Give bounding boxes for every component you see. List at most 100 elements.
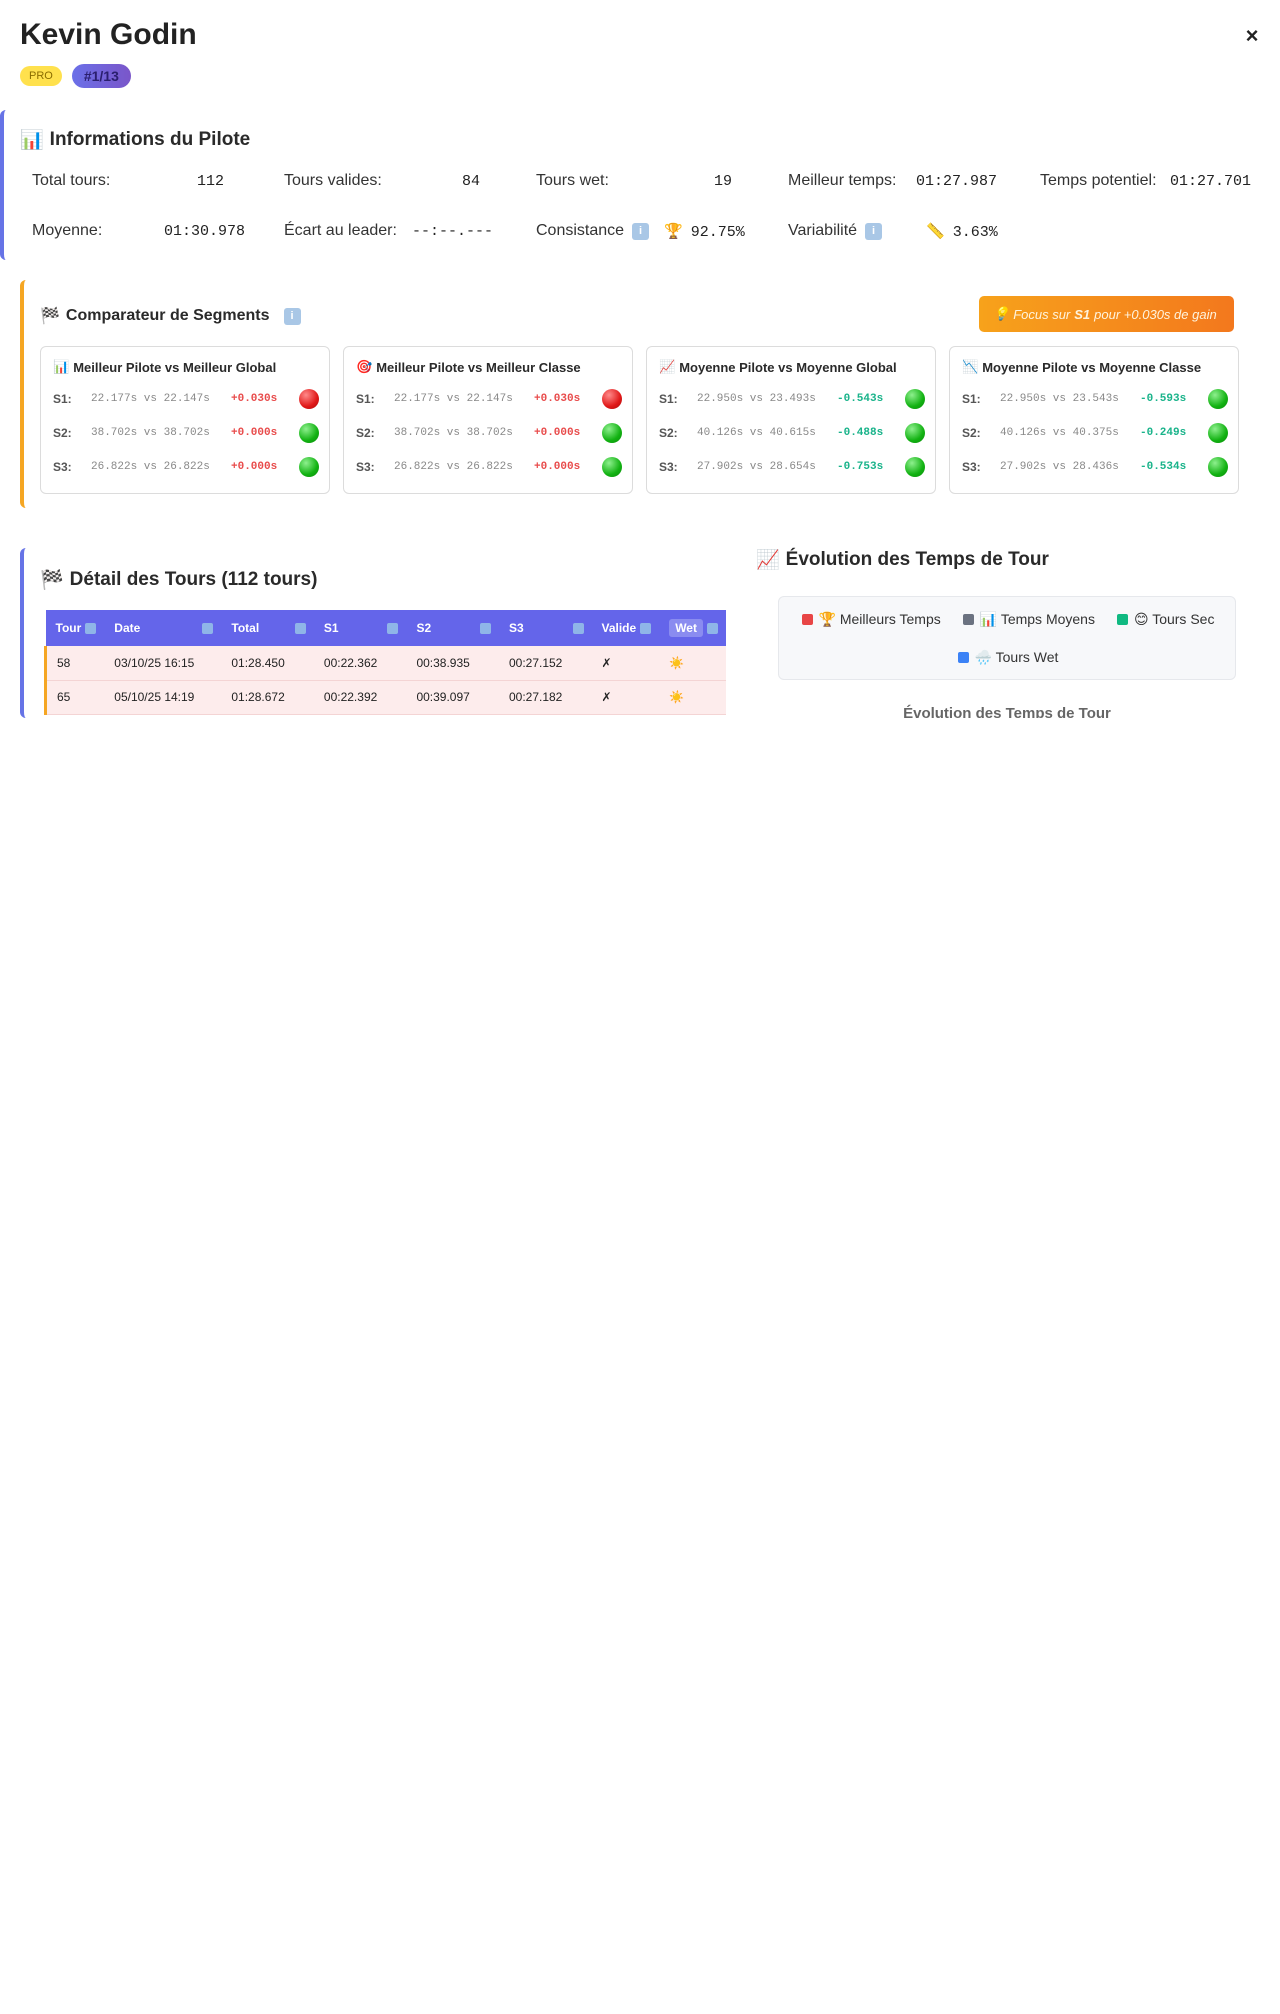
sort-icon[interactable] [479,622,491,634]
sort-icon[interactable] [707,622,718,634]
segment-comparison: 38.702s vs 38.702s [394,427,513,439]
segment-row: S2: 40.126s vs 40.375s -0.249s [962,421,1232,445]
sort-icon[interactable] [202,622,214,634]
focus-hint: 💡 Focus sur S1 pour +0.030s de gain [979,296,1234,332]
red-circle-icon [299,389,319,409]
green-circle-icon [602,457,622,477]
info-value: --:--.--- [412,222,494,240]
checkered-flag-icon: 🏁 [40,570,64,591]
segment-card-title: 🎯 Meilleur Pilote vs Meilleur Classe [356,359,581,375]
segment-comparison: 27.902s vs 28.436s [1000,461,1119,473]
segment-row: S1: 22.177s vs 22.147s +0.030s [53,387,323,411]
column-header-0[interactable]: Tour [45,610,105,646]
segment-diff: -0.593s [1140,393,1187,405]
info-icon[interactable]: i [283,307,301,325]
card-icon: 🎯 [356,359,373,374]
table-row[interactable]: 65 05/10/25 14:19 01:28.672 00:22.392 00:39.… [44,680,726,715]
column-header-4[interactable]: S2 [406,610,499,646]
close-button[interactable]: × [1245,23,1259,48]
green-circle-icon [1208,389,1228,409]
info-label: Temps potentiel: [1040,172,1157,189]
green-circle-icon [905,423,925,443]
segment-row: S1: 22.950s vs 23.493s -0.543s [659,387,929,411]
segment-card: 📈 Moyenne Pilote vs Moyenne Global S1: 22.9… [646,346,936,494]
info-value: 112 [197,172,225,190]
segment-comparison: 26.822s vs 26.822s [91,461,210,473]
segment-label: S2: [962,426,981,440]
segment-diff: +0.000s [231,461,278,473]
column-header-1[interactable]: Date [104,610,222,646]
legend-item[interactable]: 📊 Temps Moyens [962,611,1095,628]
checkered-flag-icon: 🏁 [40,308,60,325]
table-row[interactable]: 58 03/10/25 16:15 01:28.450 00:22.362 00:38.… [44,646,726,681]
segment-label: S2: [659,426,678,440]
legend-row: 🏆 Meilleurs Temps 📊 Temps Moyens 😊 Tours S… [779,611,1237,628]
column-header-7[interactable]: Wet [659,610,726,646]
sort-icon[interactable] [387,622,399,634]
segment-row: S2: 38.702s vs 38.702s +0.000s [356,421,626,445]
green-circle-icon [299,457,319,477]
segment-diff: -0.753s [837,461,884,473]
legend-item[interactable]: 😊 Tours Sec [1116,611,1214,628]
info-icon[interactable]: i [632,222,650,240]
legend-row: 🌧️ Tours Wet [779,649,1237,666]
column-header-3[interactable]: S1 [313,610,407,646]
info-label: Écart au leader: [284,222,397,239]
sort-icon[interactable] [572,622,584,634]
legend-swatch [957,652,969,663]
green-circle-icon [905,457,925,477]
table-cell: 03/10/25 16:15 [104,646,222,681]
green-circle-icon [602,423,622,443]
table-cell: 65 [44,680,105,715]
segment-comparison: 27.902s vs 28.654s [697,461,816,473]
info-item: Variabilité i 📏 3.63% [788,222,1028,241]
info-label: Tours wet: [536,172,609,189]
legend-item[interactable]: 🌧️ Tours Wet [957,649,1058,666]
segment-card-title: 📊 Meilleur Pilote vs Meilleur Global [53,359,277,375]
rank-badge: #1/13 [71,64,131,88]
sort-icon[interactable] [294,622,306,634]
segment-card: 📉 Moyenne Pilote vs Moyenne Classe S1: 22.9… [949,346,1239,494]
info-icon[interactable]: i [865,222,883,240]
info-value: 🏆 92.75% [664,223,745,241]
segment-comparison: 22.950s vs 23.493s [697,393,816,405]
lap-detail-title: 🏁 Détail des Tours (112 tours) [40,569,318,591]
column-header-5[interactable]: S3 [498,610,592,646]
column-header-6[interactable]: Valide [591,610,660,646]
card-icon: 📉 [962,359,979,374]
lightbulb-icon: 💡 [993,306,1010,321]
segment-comparator-section: 🏁 Comparateur de Segments i 💡 Focus sur … [20,280,1248,508]
segment-diff: -0.488s [837,427,884,439]
segment-diff: -0.534s [1140,461,1187,473]
column-header-2[interactable]: Total [221,610,314,646]
green-circle-icon [1208,457,1228,477]
info-value: 19 [714,172,733,190]
sun-icon: ☀️ [659,680,726,715]
segment-comparator-title: 🏁 Comparateur de Segments i [40,306,301,326]
legend-swatch [1116,614,1128,625]
info-item: Temps potentiel: 01:27.701 [1040,172,1280,190]
segment-label: S1: [53,392,72,406]
green-circle-icon [299,423,319,443]
sun-icon: ☀️ [659,646,726,681]
table-cell: 05/10/25 14:19 [104,680,222,715]
segment-diff: -0.249s [1140,427,1187,439]
info-label: Total tours: [32,172,111,189]
info-label: Moyenne: [32,222,103,239]
sort-icon[interactable] [85,622,97,634]
segment-label: S1: [962,392,981,406]
table-cell: 00:22.392 [313,680,407,715]
legend-swatch [962,614,974,625]
sort-icon[interactable] [640,622,652,634]
evolution-title: 📈 Évolution des Temps de Tour [756,549,1049,571]
table-cell: 58 [44,646,105,681]
info-label: Variabilité [788,222,858,239]
chart-title: Évolution des Temps de Tour [903,705,1111,718]
table-cell: 01:28.450 [221,646,314,681]
legend-item[interactable]: 🏆 Meilleurs Temps [801,611,941,628]
card-icon: 📊 [53,359,70,374]
segment-card: 📊 Meilleur Pilote vs Meilleur Global S1: 22… [40,346,330,494]
segment-row: S1: 22.177s vs 22.147s +0.030s [356,387,626,411]
chart-legend: 🏆 Meilleurs Temps 📊 Temps Moyens 😊 Tours S… [778,596,1236,680]
pilot-info-title: 📊 Informations du Pilote [20,129,251,151]
